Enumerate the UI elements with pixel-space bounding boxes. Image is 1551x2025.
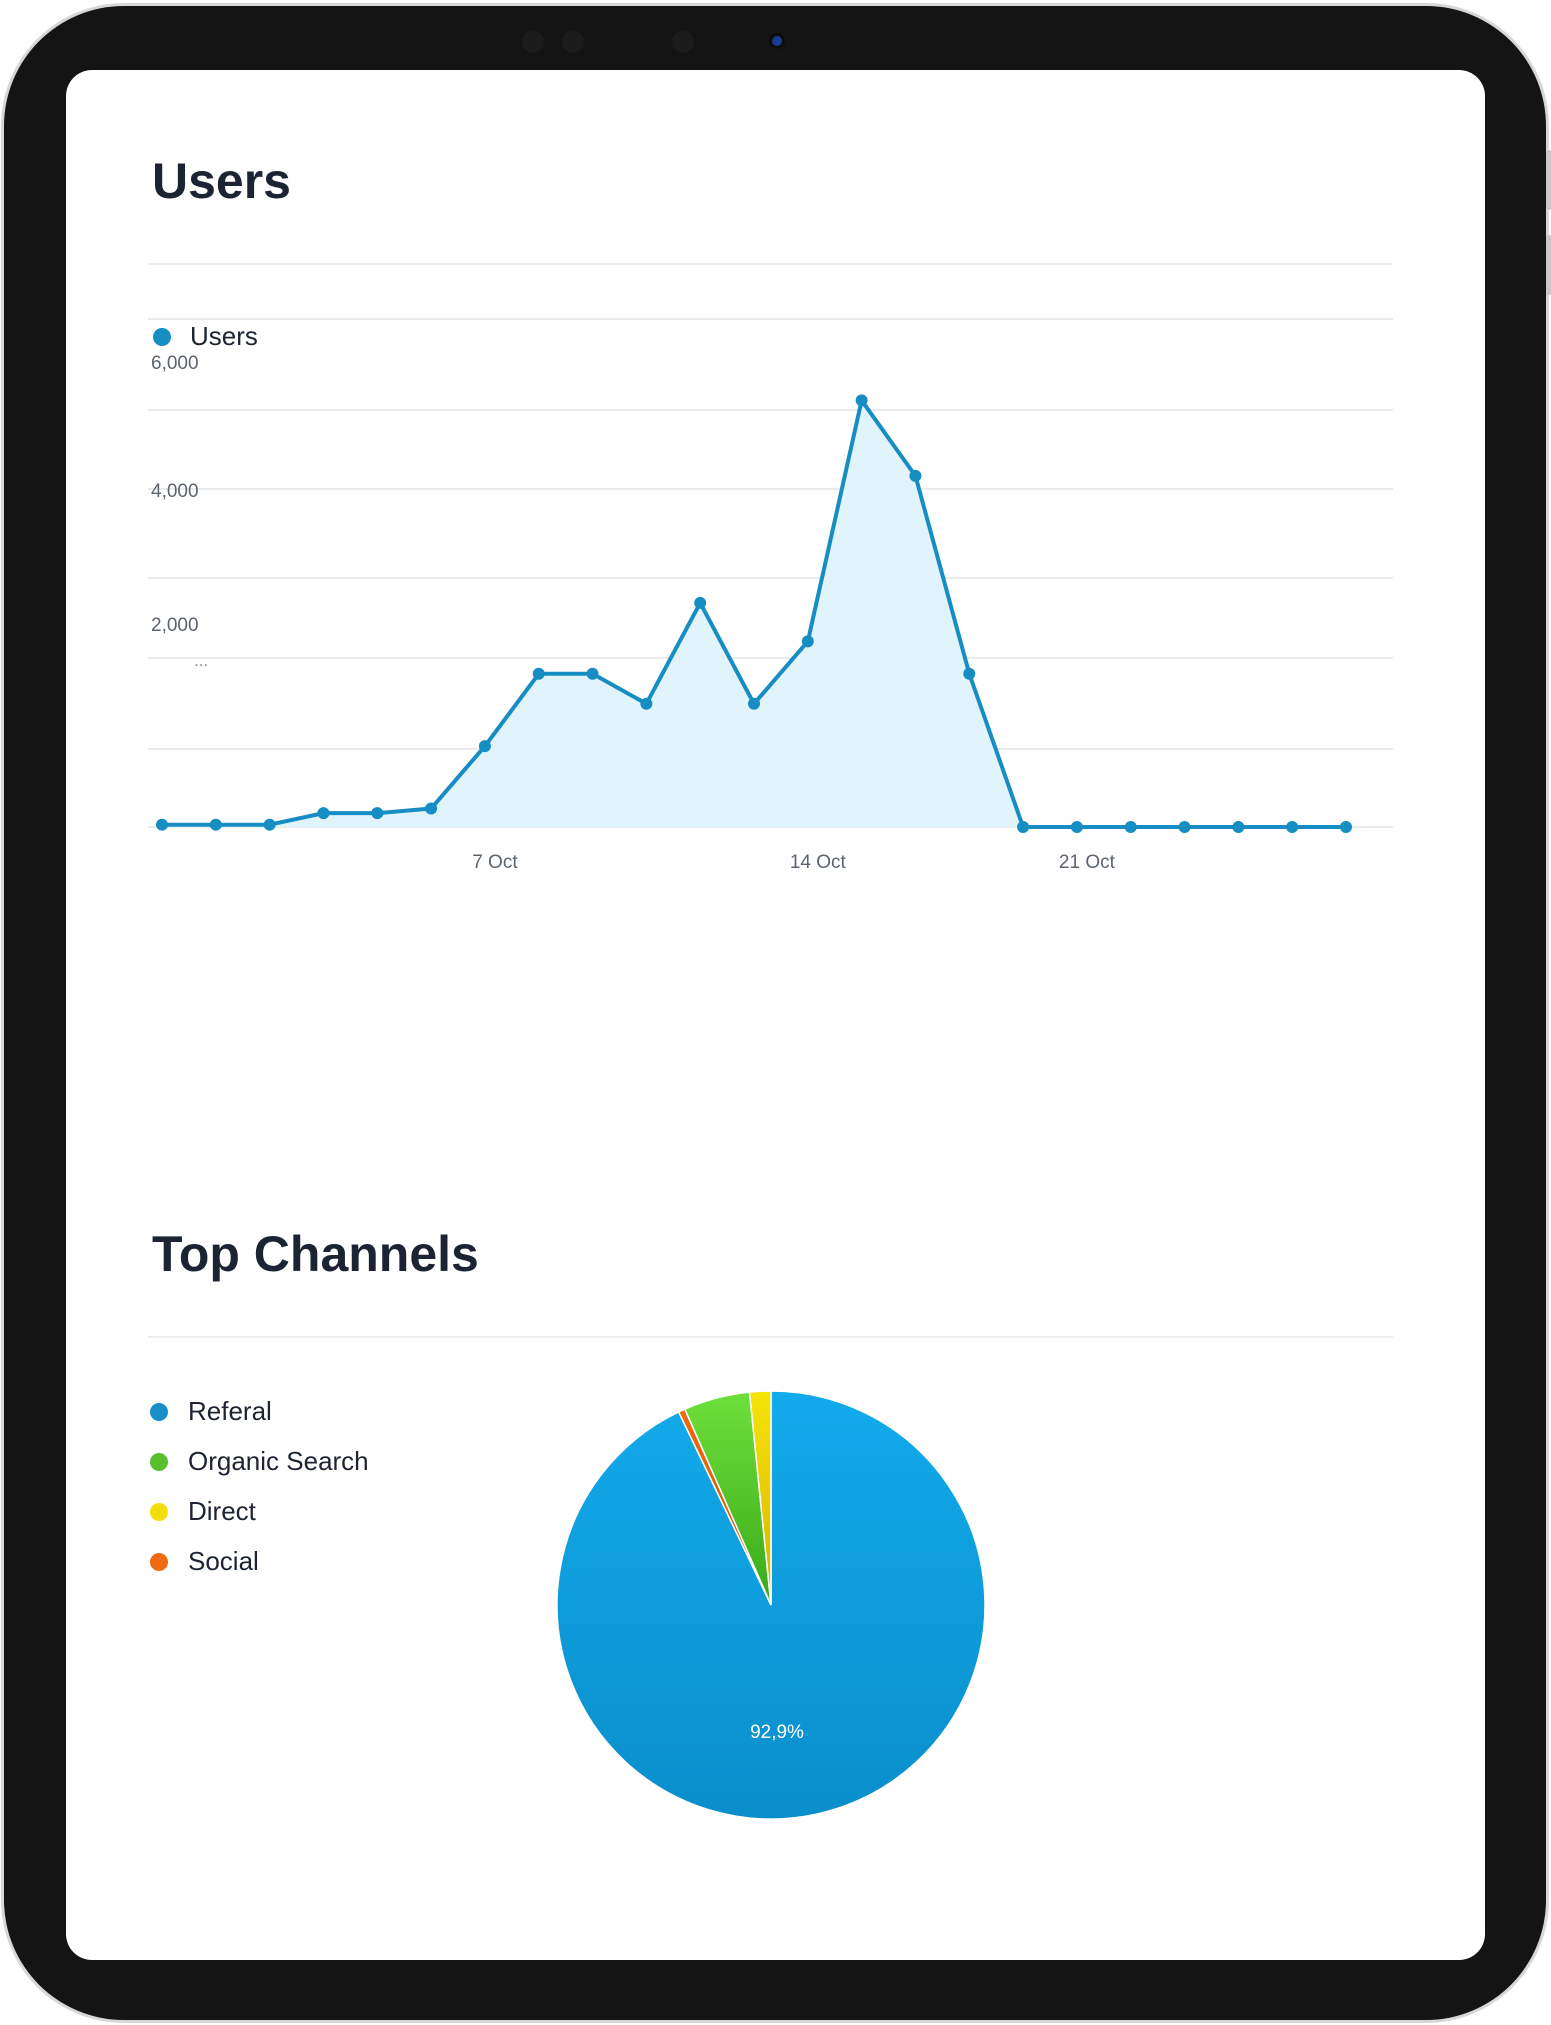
- users-data-point[interactable]: [801, 635, 814, 648]
- users-data-point[interactable]: [1178, 821, 1191, 833]
- y-axis-ellipsis: ...: [194, 651, 208, 670]
- pie-slice-referal[interactable]: [556, 1390, 986, 1820]
- top-channels-divider: [148, 1336, 1393, 1338]
- channel-legend-dot: [150, 1453, 168, 1471]
- users-line-chart: 6,000 4,000 2,000... 7 Oct 14 Oct 21 Oct: [148, 318, 1393, 873]
- screen: Users Users 6,000 4,000 2,000... 7 Oct 14 Oc…: [66, 70, 1485, 1960]
- y-tick-label: 6,000: [151, 353, 199, 374]
- users-data-point[interactable]: [1232, 821, 1245, 833]
- pie-slice-label: 92,9%: [750, 1722, 804, 1743]
- users-data-point[interactable]: [263, 818, 276, 831]
- users-data-point[interactable]: [425, 802, 438, 815]
- users-data-point[interactable]: [1070, 821, 1083, 833]
- users-data-point[interactable]: [855, 394, 868, 407]
- users-title-divider: [148, 263, 1393, 265]
- x-tick-label: 7 Oct: [472, 852, 518, 873]
- users-data-point[interactable]: [209, 818, 222, 831]
- sensor-dot: [672, 31, 694, 53]
- users-data-point[interactable]: [963, 667, 976, 680]
- users-data-point[interactable]: [586, 667, 599, 680]
- users-data-point[interactable]: [317, 807, 330, 820]
- volume-up-button: [1546, 150, 1551, 210]
- pie-slice-direct[interactable]: [748, 1390, 772, 1606]
- users-data-point[interactable]: [156, 818, 168, 831]
- users-legend-dot: [153, 328, 171, 346]
- channel-legend-label[interactable]: Organic Search: [188, 1446, 369, 1476]
- channel-legend-label[interactable]: Direct: [188, 1496, 256, 1526]
- users-data-point[interactable]: [1340, 821, 1352, 833]
- users-data-point[interactable]: [1286, 821, 1299, 833]
- users-legend-label: Users: [190, 321, 258, 351]
- y-tick-label: 4,000: [151, 481, 199, 502]
- pie-slice-social[interactable]: [677, 1408, 772, 1606]
- x-tick-label: 14 Oct: [790, 852, 847, 873]
- users-area-fill: [162, 400, 1346, 827]
- channel-legend-dot: [150, 1503, 168, 1521]
- users-title: Users: [152, 153, 291, 209]
- pie-slice-organic-search[interactable]: [683, 1391, 772, 1606]
- users-data-point[interactable]: [748, 697, 760, 710]
- sensor-dot: [562, 31, 584, 53]
- sensor-dot: [522, 31, 544, 53]
- users-data-point[interactable]: [640, 697, 653, 710]
- channel-legend-dot: [150, 1403, 168, 1421]
- users-data-point[interactable]: [1017, 821, 1030, 833]
- x-tick-label: 21 Oct: [1059, 852, 1116, 873]
- users-data-point[interactable]: [371, 807, 384, 820]
- users-data-point[interactable]: [1124, 821, 1137, 833]
- top-channels-title: Top Channels: [152, 1226, 479, 1282]
- channel-legend-label[interactable]: Social: [188, 1546, 259, 1576]
- camera-lens: [772, 36, 782, 46]
- users-data-point[interactable]: [694, 596, 707, 609]
- users-data-point[interactable]: [532, 667, 545, 680]
- y-tick-label: 2,000: [151, 615, 199, 636]
- channel-legend-label[interactable]: Referal: [188, 1396, 272, 1426]
- users-data-point[interactable]: [909, 469, 922, 482]
- volume-down-button: [1546, 235, 1551, 295]
- channel-legend-dot: [150, 1553, 168, 1571]
- users-data-point[interactable]: [478, 740, 491, 753]
